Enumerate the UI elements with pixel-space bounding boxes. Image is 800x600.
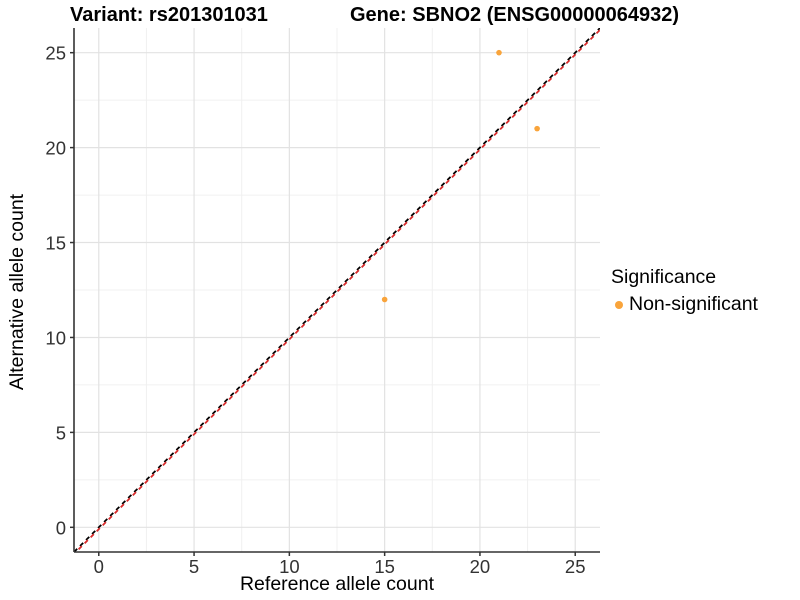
reference-lines — [74, 28, 600, 552]
x-tick-label: 20 — [470, 556, 491, 577]
legend-item-label: Non-significant — [629, 293, 758, 315]
x-axis-title: Reference allele count — [239, 573, 435, 595]
minor-gridlines — [74, 28, 600, 552]
x-tick-label: 10 — [279, 556, 300, 577]
data-point — [534, 125, 540, 132]
y-tick-label: 20 — [45, 138, 66, 159]
y-tick-label: 5 — [56, 422, 66, 443]
x-tick-label: 0 — [94, 556, 104, 577]
data-point — [496, 49, 502, 56]
legend: Significance Non-significant — [611, 266, 758, 316]
legend-title: Significance — [611, 266, 717, 288]
tick-labels-layer: 0 5 10 15 20 25 0 5 10 15 20 25 — [45, 43, 585, 577]
y-tick-label: 10 — [45, 327, 66, 348]
x-tick-label: 25 — [565, 556, 586, 577]
axes-layer — [70, 28, 600, 556]
x-tick-label: 5 — [189, 556, 199, 577]
y-tick-label: 25 — [45, 43, 66, 64]
y-axis-title: Alternative allele count — [6, 193, 28, 391]
y-tick-label: 0 — [56, 517, 66, 538]
x-tick-label: 15 — [374, 556, 395, 577]
legend-key-dot-icon — [615, 300, 623, 309]
plot-title-variant: Variant: rs201301031 — [70, 4, 268, 26]
regression-line — [74, 29, 600, 552]
legend-item-non-significant: Non-significant — [611, 293, 758, 316]
data-points-layer — [381, 49, 540, 303]
major-gridlines — [74, 28, 600, 552]
plot-title-gene: Gene: SBNO2 (ENSG00000064932) — [350, 4, 680, 26]
data-point — [381, 296, 388, 303]
y-tick-label: 15 — [45, 233, 66, 254]
